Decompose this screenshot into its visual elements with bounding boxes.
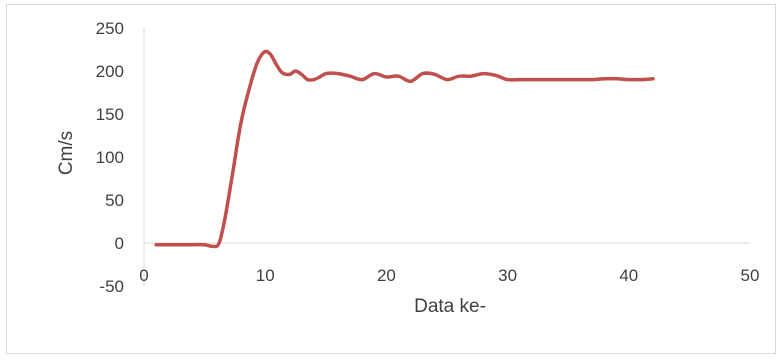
y-tick-label: 200 — [96, 62, 124, 81]
y-tick-label: 250 — [96, 19, 124, 38]
y-tick-label: 0 — [115, 234, 124, 253]
y-tick-label: 100 — [96, 148, 124, 167]
x-tick-label: 0 — [139, 266, 148, 285]
y-tick-label: -50 — [99, 277, 124, 296]
x-tick-label: 20 — [377, 266, 396, 285]
chart-frame — [6, 4, 776, 354]
series-line — [154, 49, 655, 249]
plot-area: -50 0 50 100 150 200 250 0 10 20 30 40 50 — [96, 19, 760, 296]
x-tick-label: 30 — [498, 266, 517, 285]
x-tick-label: 50 — [741, 266, 760, 285]
x-axis-title: Data ke- — [414, 296, 486, 317]
y-axis-title: Cm/s — [56, 131, 77, 175]
y-tick-label: 150 — [96, 105, 124, 124]
x-tick-label: 10 — [256, 266, 275, 285]
x-tick-label: 40 — [619, 266, 638, 285]
y-tick-label: 50 — [105, 191, 124, 210]
